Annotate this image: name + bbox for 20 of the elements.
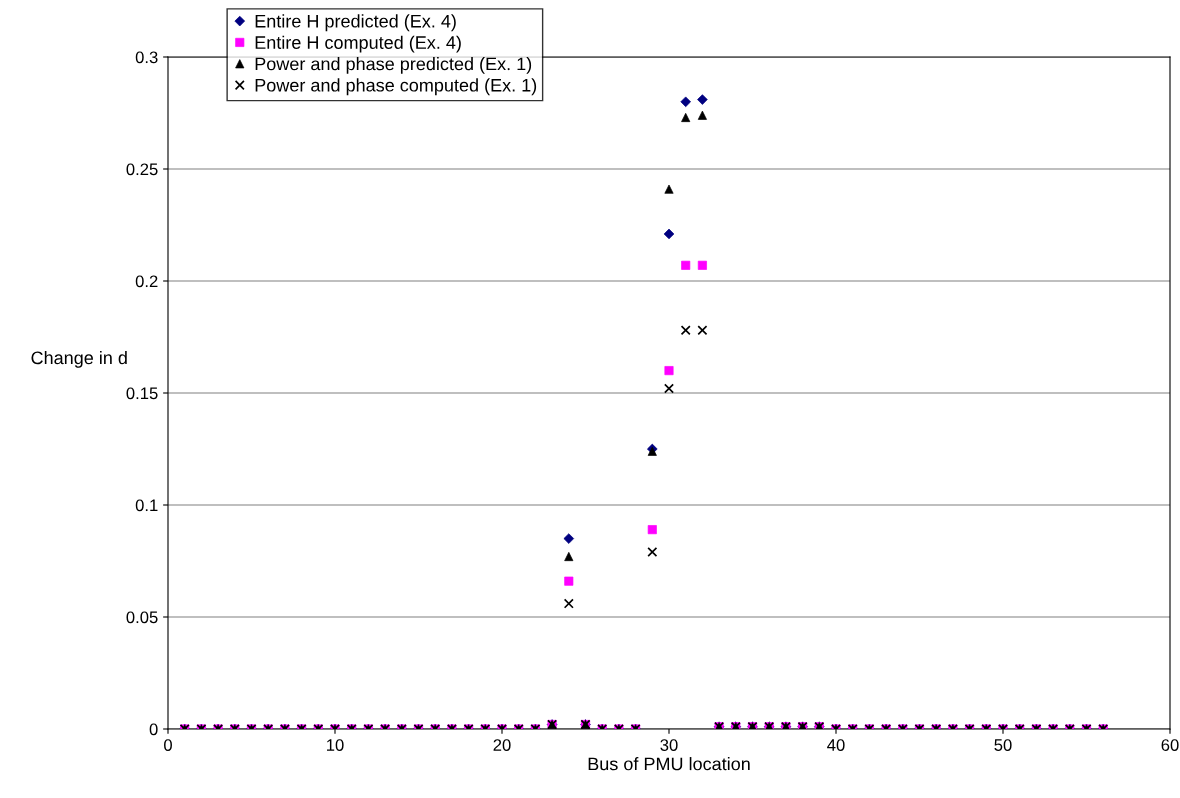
legend-label: Entire H predicted (Ex. 4) bbox=[255, 14, 456, 32]
x-tick-label: 40 bbox=[827, 739, 845, 751]
y-tick-label: 0.25 bbox=[126, 163, 158, 176]
x-tick-label: 0 bbox=[164, 739, 172, 751]
y-tick-label: 0.2 bbox=[135, 275, 158, 288]
x-tick-label: 10 bbox=[327, 739, 344, 751]
x-axis-title: Bus of PMU location bbox=[588, 757, 750, 771]
x-tick-label: 60 bbox=[1161, 739, 1179, 751]
y-tick-label: 0.15 bbox=[126, 387, 158, 400]
y-axis-title: Change in d bbox=[31, 350, 127, 368]
y-tick-label: 0.3 bbox=[135, 51, 158, 64]
x-tick-label: 20 bbox=[493, 739, 511, 751]
y-tick-label: 0 bbox=[149, 723, 158, 736]
legend-label: Entire H computed (Ex. 4) bbox=[255, 35, 461, 53]
y-tick-label: 0.05 bbox=[126, 611, 158, 624]
x-tick-label: 50 bbox=[994, 739, 1012, 751]
legend-label: Power and phase predicted (Ex. 1) bbox=[255, 57, 532, 74]
legend-label: Power and phase computed (Ex. 1) bbox=[255, 78, 537, 96]
y-tick-label: 0.1 bbox=[135, 499, 158, 512]
x-tick-label: 30 bbox=[660, 739, 678, 751]
